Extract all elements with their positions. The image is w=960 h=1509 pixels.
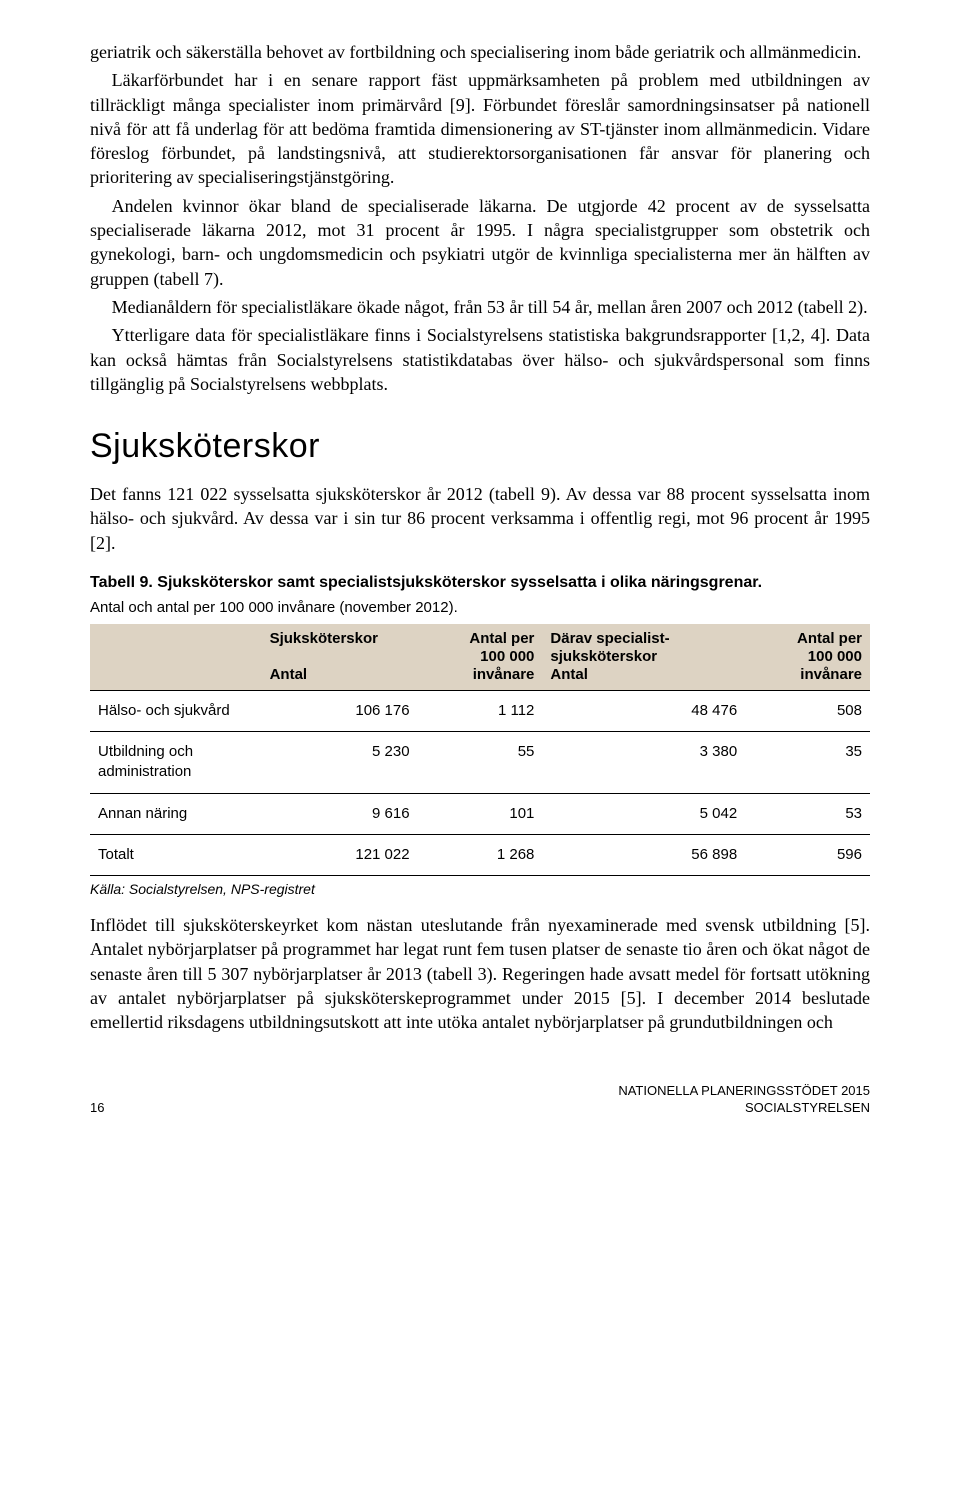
table-title: Tabell 9. Sjuksköterskor samt specialist…: [90, 573, 870, 594]
table-source: Källa: Socialstyrelsen, NPS-registret: [90, 880, 870, 899]
table-header-text: Antal: [270, 666, 308, 683]
table-header-text: Därav specialist-: [550, 630, 669, 647]
table-header-text: Sjuksköterskor: [270, 630, 378, 647]
section-heading: Sjuksköterskor: [90, 424, 870, 470]
data-table: Sjuksköterskor Antal Antal per 100 000 i…: [90, 624, 870, 876]
table-cell: 35: [745, 732, 870, 794]
table-header-text: Antal per: [469, 630, 534, 647]
paragraph: Ytterligare data för specialistläkare fi…: [90, 323, 870, 396]
footer-line: SOCIALSTYRELSEN: [618, 1100, 870, 1117]
table-header-text: Antal per: [797, 630, 862, 647]
table-cell: 121 022: [262, 834, 418, 875]
table-header: Antal per 100 000 invånare: [418, 624, 543, 691]
table-cell: 5 230: [262, 732, 418, 794]
table-header-text: Antal: [550, 666, 588, 683]
table-cell: 55: [418, 732, 543, 794]
table-cell: Totalt: [90, 834, 262, 875]
table-row: Utbildning och administration 5 230 55 3…: [90, 732, 870, 794]
table-cell: 596: [745, 834, 870, 875]
table-subtitle: Antal och antal per 100 000 invånare (no…: [90, 598, 870, 618]
table-cell: Utbildning och administration: [90, 732, 262, 794]
table-header: Sjuksköterskor Antal: [262, 624, 418, 691]
paragraph: Medianåldern för specialistläkare ökade …: [90, 295, 870, 319]
table-row: Annan näring 9 616 101 5 042 53: [90, 793, 870, 834]
footer-line: NATIONELLA PLANERINGSSTÖDET 2015: [618, 1083, 870, 1100]
table-header-text: sjuksköterskor: [550, 648, 657, 665]
table-cell: 1 112: [418, 690, 543, 731]
table-cell: 9 616: [262, 793, 418, 834]
table-cell: 101: [418, 793, 543, 834]
table-header: [90, 624, 262, 691]
table-cell: Annan näring: [90, 793, 262, 834]
page-number: 16: [90, 1099, 104, 1117]
table-cell: 53: [745, 793, 870, 834]
footer-right: NATIONELLA PLANERINGSSTÖDET 2015 SOCIALS…: [618, 1083, 870, 1117]
table-header-text: invånare: [473, 666, 535, 683]
paragraph: Läkarförbundet har i en senare rapport f…: [90, 68, 870, 189]
table-cell: Hälso- och sjukvård: [90, 690, 262, 731]
paragraph: Inflödet till sjuksköterskeyrket kom näs…: [90, 913, 870, 1034]
paragraph: Det fanns 121 022 sysselsatta sjuksköter…: [90, 482, 870, 555]
paragraph: geriatrik och säkerställa behovet av for…: [90, 40, 870, 64]
table-header-text: 100 000: [808, 648, 862, 665]
page-footer: 16 NATIONELLA PLANERINGSSTÖDET 2015 SOCI…: [90, 1083, 870, 1117]
table-cell: 48 476: [542, 690, 745, 731]
table-body: Hälso- och sjukvård 106 176 1 112 48 476…: [90, 690, 870, 875]
table-header-text: invånare: [800, 666, 862, 683]
table-row: Totalt 121 022 1 268 56 898 596: [90, 834, 870, 875]
table-cell: 5 042: [542, 793, 745, 834]
table-header-text: 100 000: [480, 648, 534, 665]
table-cell: 1 268: [418, 834, 543, 875]
paragraph: Andelen kvinnor ökar bland de specialise…: [90, 194, 870, 291]
table-cell: 508: [745, 690, 870, 731]
table-header: Därav specialist- sjuksköterskor Antal: [542, 624, 745, 691]
table-cell: 56 898: [542, 834, 745, 875]
table-header: Antal per 100 000 invånare: [745, 624, 870, 691]
table-row: Hälso- och sjukvård 106 176 1 112 48 476…: [90, 690, 870, 731]
table-cell: 106 176: [262, 690, 418, 731]
table-cell: 3 380: [542, 732, 745, 794]
